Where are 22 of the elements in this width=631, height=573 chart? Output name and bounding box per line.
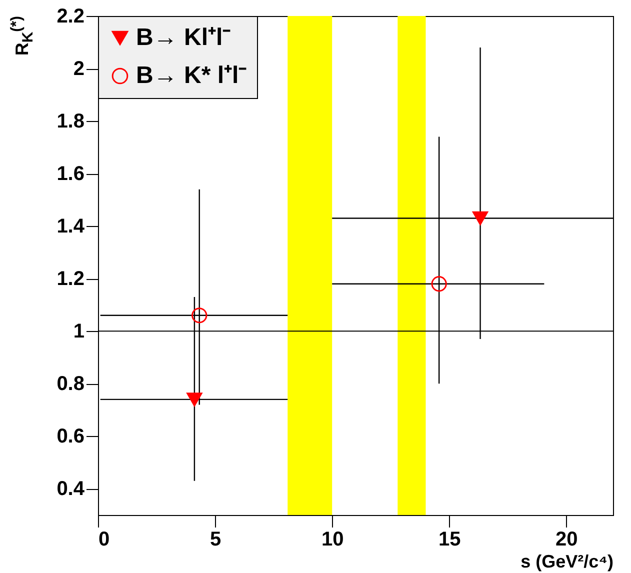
y-tick-label: 1.6 xyxy=(56,163,84,186)
y-tick-label: 2.2 xyxy=(56,6,84,28)
y-tick-label: 0.4 xyxy=(56,478,86,500)
point xyxy=(472,211,488,226)
legend-label: B→ Kl⁺l⁻ xyxy=(136,24,231,51)
y-tick-label: 1.2 xyxy=(56,268,84,290)
point xyxy=(192,308,208,324)
point xyxy=(431,276,447,292)
x-tick-label: 10 xyxy=(321,528,344,550)
y-tick-label: 1 xyxy=(73,320,84,343)
x-tick-label: 15 xyxy=(438,528,461,550)
point xyxy=(186,392,202,406)
y-tick-label: 2 xyxy=(73,58,84,80)
y-tick-label: 0.8 xyxy=(56,373,84,396)
x-axis-title: s (GeV²/c⁴) xyxy=(520,552,614,572)
x-tick-label: 0 xyxy=(98,528,110,550)
y-tick-label: 1.8 xyxy=(56,110,84,133)
y-tick-label: 1.4 xyxy=(56,216,86,238)
x-tick-label: 20 xyxy=(556,528,578,550)
legend-label: B→ K* l⁺l⁻ xyxy=(136,62,247,89)
x-tick-label: 5 xyxy=(210,528,222,550)
y-tick-label: 0.6 xyxy=(56,426,84,448)
